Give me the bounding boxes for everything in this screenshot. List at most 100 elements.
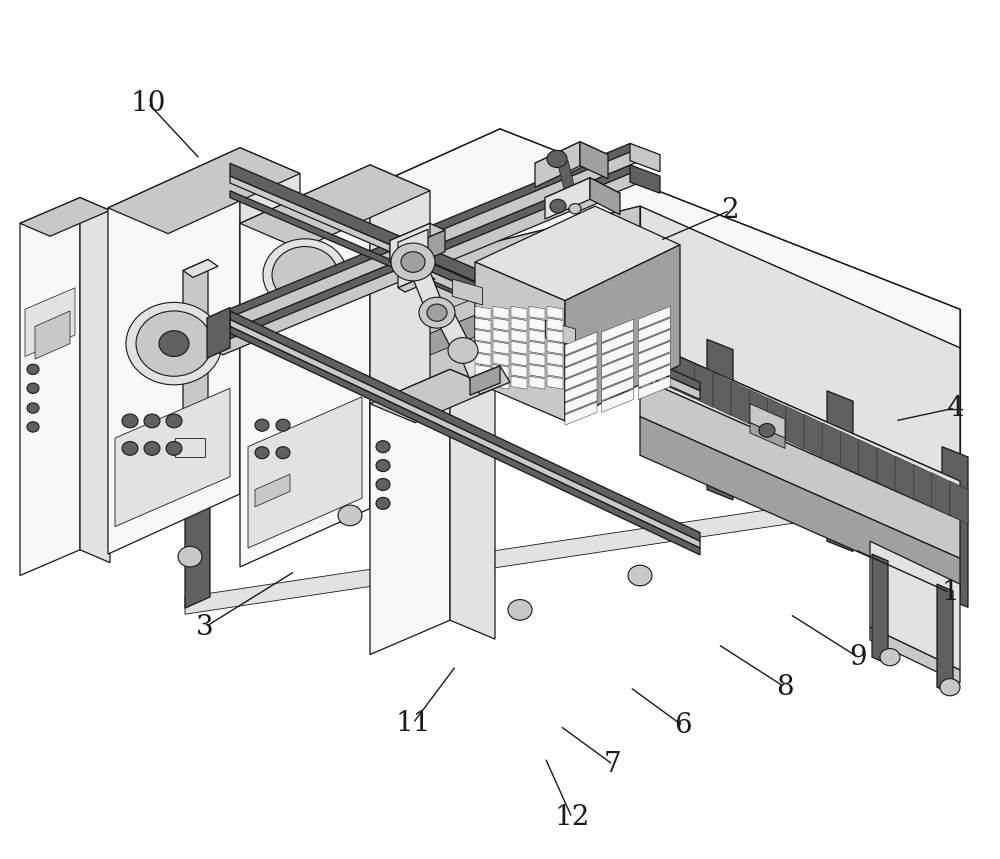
Polygon shape <box>493 341 509 354</box>
Polygon shape <box>511 307 527 320</box>
Polygon shape <box>183 259 218 277</box>
Polygon shape <box>786 406 804 449</box>
Polygon shape <box>602 331 634 354</box>
Polygon shape <box>565 332 597 356</box>
Circle shape <box>144 442 160 455</box>
Polygon shape <box>398 229 428 288</box>
Circle shape <box>508 600 532 620</box>
Polygon shape <box>35 311 70 359</box>
Circle shape <box>448 338 478 363</box>
Polygon shape <box>175 438 205 457</box>
Polygon shape <box>511 364 527 377</box>
Circle shape <box>547 150 567 168</box>
Polygon shape <box>230 191 660 382</box>
Polygon shape <box>20 198 110 236</box>
Polygon shape <box>630 165 660 193</box>
Polygon shape <box>640 417 960 597</box>
Text: 6: 6 <box>674 712 692 740</box>
Polygon shape <box>630 143 660 172</box>
Polygon shape <box>547 318 563 331</box>
Polygon shape <box>529 330 545 343</box>
Polygon shape <box>493 376 509 389</box>
Polygon shape <box>80 198 110 563</box>
Polygon shape <box>750 423 785 448</box>
Polygon shape <box>565 390 597 413</box>
Text: 9: 9 <box>849 643 867 671</box>
Polygon shape <box>640 206 960 481</box>
Circle shape <box>376 497 390 509</box>
Circle shape <box>27 422 39 432</box>
Polygon shape <box>822 423 840 466</box>
Polygon shape <box>768 398 786 441</box>
Polygon shape <box>638 330 670 353</box>
Polygon shape <box>493 330 509 343</box>
Polygon shape <box>208 143 645 325</box>
Polygon shape <box>240 165 370 567</box>
Polygon shape <box>859 439 877 482</box>
Polygon shape <box>475 307 491 320</box>
Polygon shape <box>240 165 430 249</box>
Polygon shape <box>529 376 545 389</box>
Polygon shape <box>547 341 563 354</box>
Polygon shape <box>511 341 527 354</box>
Polygon shape <box>565 367 597 390</box>
Polygon shape <box>565 379 597 402</box>
Circle shape <box>550 199 566 213</box>
Polygon shape <box>208 165 645 346</box>
Polygon shape <box>490 292 640 378</box>
Polygon shape <box>529 318 545 331</box>
Polygon shape <box>942 447 968 607</box>
Polygon shape <box>638 318 670 341</box>
Polygon shape <box>115 388 230 527</box>
Polygon shape <box>230 176 660 368</box>
Polygon shape <box>475 318 491 331</box>
Polygon shape <box>565 402 597 425</box>
Polygon shape <box>475 341 491 354</box>
Polygon shape <box>565 344 597 367</box>
Polygon shape <box>870 627 960 683</box>
Polygon shape <box>932 472 950 515</box>
Polygon shape <box>20 198 80 576</box>
Polygon shape <box>640 339 658 382</box>
Polygon shape <box>937 584 953 694</box>
Polygon shape <box>545 178 590 219</box>
Polygon shape <box>565 356 597 379</box>
Polygon shape <box>185 129 960 348</box>
Text: 4: 4 <box>946 394 964 422</box>
Polygon shape <box>208 152 645 333</box>
Text: 10: 10 <box>130 89 166 117</box>
Text: 2: 2 <box>721 197 739 224</box>
Polygon shape <box>529 307 545 320</box>
Text: 8: 8 <box>776 673 794 701</box>
Polygon shape <box>841 431 859 474</box>
Polygon shape <box>749 389 767 432</box>
Polygon shape <box>398 275 435 292</box>
Text: 7: 7 <box>604 751 622 778</box>
Polygon shape <box>638 376 670 399</box>
Circle shape <box>376 478 390 490</box>
Text: 1: 1 <box>941 579 959 606</box>
Polygon shape <box>535 142 608 176</box>
Polygon shape <box>827 391 853 551</box>
Polygon shape <box>895 456 913 499</box>
Polygon shape <box>707 339 733 500</box>
Polygon shape <box>475 330 491 343</box>
Polygon shape <box>255 474 290 507</box>
Circle shape <box>759 423 775 437</box>
Polygon shape <box>914 465 932 508</box>
Polygon shape <box>638 364 670 387</box>
Circle shape <box>178 546 202 567</box>
Circle shape <box>27 383 39 393</box>
Circle shape <box>880 649 900 666</box>
Polygon shape <box>511 330 527 343</box>
Polygon shape <box>602 320 634 343</box>
Polygon shape <box>248 397 362 548</box>
Circle shape <box>166 414 182 428</box>
Polygon shape <box>475 262 565 421</box>
Circle shape <box>940 679 960 696</box>
Polygon shape <box>529 341 545 354</box>
Circle shape <box>255 447 269 459</box>
Polygon shape <box>208 174 645 355</box>
Polygon shape <box>470 366 500 395</box>
Polygon shape <box>602 389 634 412</box>
